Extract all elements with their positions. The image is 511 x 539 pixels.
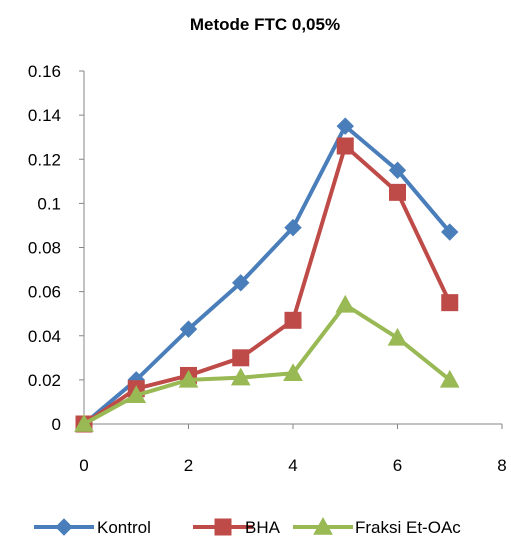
legend-label: Kontrol: [97, 518, 151, 537]
legend-item-fraksi-et-oac: Fraksi Et-OAc: [293, 516, 461, 537]
x-tick-label: 8: [497, 456, 506, 475]
series-bha: [75, 137, 459, 433]
y-tick-label: 0.08: [28, 239, 61, 258]
y-tick-label: 0.1: [37, 194, 61, 213]
legend-label: BHA: [245, 518, 281, 537]
data-point-fraksi-et-oac: [230, 367, 251, 386]
x-tick-label: 6: [393, 456, 402, 475]
data-point-bha: [389, 183, 406, 201]
data-point-bha: [336, 137, 354, 155]
data-point-fraksi-et-oac: [74, 413, 94, 432]
data-point-bha: [284, 311, 302, 329]
data-point-kontrol: [284, 218, 302, 237]
data-point-kontrol: [388, 161, 407, 179]
series-line-bha: [82, 144, 452, 426]
y-tick-label: 0.04: [28, 327, 61, 346]
series-line-kontrol: [82, 124, 452, 426]
y-tick-label: 0.16: [28, 62, 61, 81]
data-point-kontrol: [336, 117, 354, 135]
y-tick-label: 0.02: [28, 371, 61, 390]
y-tick-label: 0: [52, 415, 61, 434]
chart-title: Metode FTC 0,05%: [190, 15, 340, 34]
legend: Kontrol BHA Fraksi Et-OAc: [34, 516, 461, 537]
data-point-fraksi-et-oac: [335, 294, 356, 313]
data-point-kontrol: [232, 274, 250, 292]
legend-label: Fraksi Et-OAc: [355, 518, 461, 537]
legend-marker: [55, 518, 73, 536]
legend-item-kontrol: Kontrol: [34, 518, 151, 537]
x-axis-ticks: 0 2 4 6 8: [79, 424, 507, 475]
legend-marker: [313, 516, 333, 535]
data-point-fraksi-et-oac: [126, 385, 147, 404]
legend-marker: [214, 518, 232, 536]
data-point-fraksi-et-oac: [283, 363, 303, 381]
x-tick-label: 2: [184, 456, 193, 475]
series-fraksi-et-oac: [74, 294, 460, 432]
y-tick-label: 0.14: [28, 106, 61, 125]
y-axis-ticks: 0 0.02 0.04 0.06 0.08 0.1 0.12 0.14 0.16: [28, 62, 84, 434]
series-line-fraksi-et-oac: [83, 302, 452, 426]
data-point-fraksi-et-oac: [178, 369, 199, 388]
data-point-fraksi-et-oac: [387, 327, 408, 346]
data-point-kontrol: [179, 320, 198, 338]
data-point-bha: [441, 294, 459, 312]
legend-item-bha: BHA: [193, 518, 281, 537]
y-tick-label: 0.06: [28, 283, 61, 302]
data-point-bha: [232, 349, 250, 367]
y-tick-label: 0.12: [28, 150, 61, 169]
series-layer: [74, 117, 460, 433]
x-tick-label: 0: [79, 456, 88, 475]
x-tick-label: 4: [288, 456, 297, 475]
data-point-fraksi-et-oac: [439, 369, 460, 388]
data-point-kontrol: [441, 223, 459, 241]
